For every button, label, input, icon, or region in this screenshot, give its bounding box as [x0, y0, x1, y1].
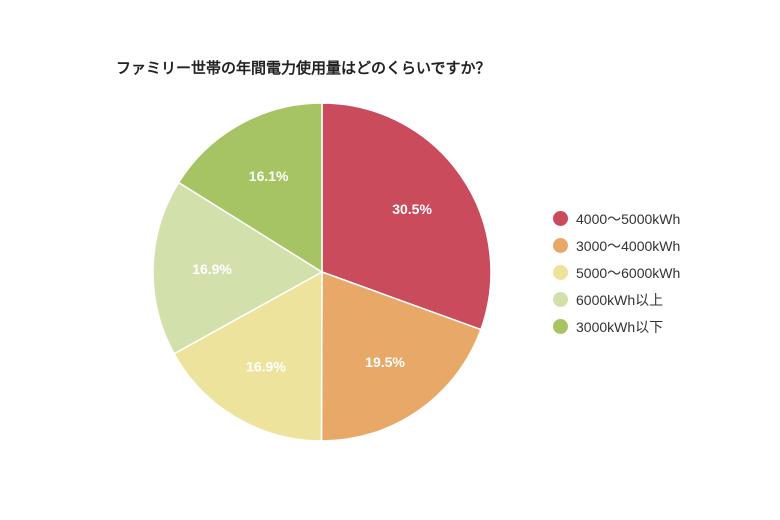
pie-slice-2	[320, 270, 482, 442]
legend-swatch	[553, 211, 568, 226]
legend-item: 6000kWh以上	[553, 286, 680, 313]
legend: 4000〜5000kWh 3000〜4000kWh 5000〜6000kWh 6000…	[553, 205, 680, 340]
legend-item: 3000〜4000kWh	[553, 232, 680, 259]
legend-label: 3000kWh以下	[576, 318, 664, 335]
legend-item: 5000〜6000kWh	[553, 259, 680, 286]
slice-value-label: 16.1%	[249, 168, 289, 184]
pie-slice-1	[321, 102, 492, 331]
legend-swatch	[553, 319, 568, 334]
legend-label: 3000〜4000kWh	[576, 237, 681, 254]
legend-label: 5000〜6000kWh	[576, 264, 681, 281]
pie-slices	[152, 102, 492, 442]
pie-slice-3	[173, 270, 323, 442]
legend-swatch	[553, 265, 568, 280]
pie-value-labels: 30.5% 19.5% 16.9% 16.9% 16.1%	[192, 168, 432, 375]
legend-item: 3000kWh以下	[553, 313, 680, 340]
chart-title: ファミリー世帯の年間電力使用量はどのくらいですか？	[116, 59, 491, 77]
slice-value-label: 16.9%	[192, 261, 232, 277]
legend-item: 4000〜5000kWh	[553, 205, 680, 232]
legend-swatch	[553, 292, 568, 307]
legend-swatch	[553, 238, 568, 253]
slice-value-label: 16.9%	[246, 359, 286, 375]
slice-value-label: 19.5%	[365, 354, 405, 370]
legend-label: 4000〜5000kWh	[576, 210, 681, 227]
pie-slice-4	[152, 181, 324, 355]
slice-value-label: 30.5%	[392, 201, 432, 217]
pie-slice-5	[177, 102, 323, 274]
legend-label: 6000kWh以上	[576, 291, 664, 308]
